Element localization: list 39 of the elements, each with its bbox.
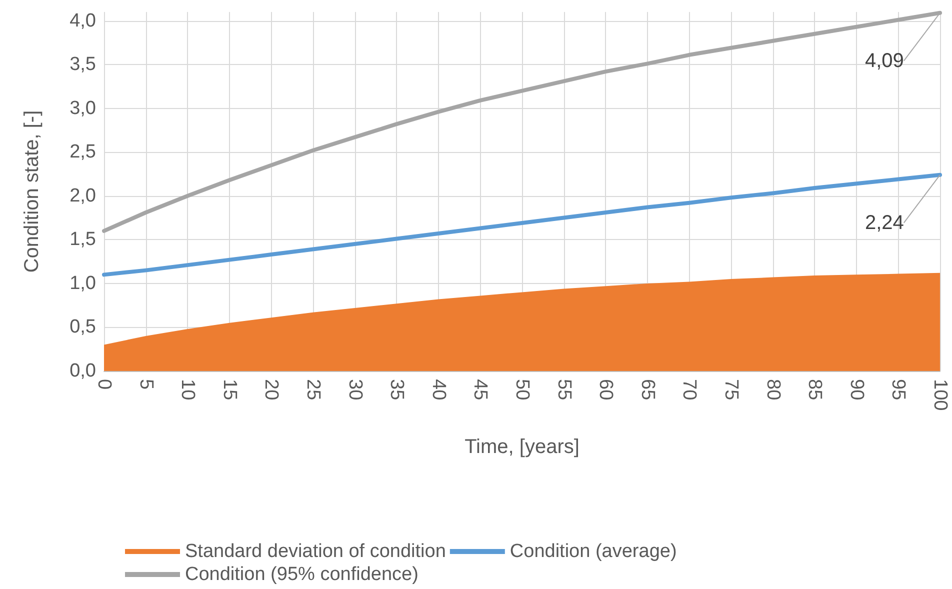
x-tick-label: 85 [804,379,826,400]
x-tick-label: 90 [846,379,867,400]
y-tick-label: 0,0 [70,360,96,382]
y-tick-label: 3,5 [70,54,96,76]
y-tick-label: 0,5 [70,316,96,338]
x-tick-label: 45 [470,379,491,400]
data-label: 4,09 [864,50,904,72]
x-tick-label: 5 [135,379,156,390]
x-tick-label: 80 [762,379,784,400]
legend-label: Condition (95% confidence) [185,564,418,585]
y-tick-label: 1,0 [70,272,96,294]
y-tick-label: 4,0 [70,10,96,32]
y-axis-title: Condition state, [-] [21,110,43,273]
x-tick-label: 60 [595,379,616,400]
x-tick-label: 100 [930,379,950,411]
y-tick-label: 2,0 [70,185,96,206]
x-tick-label: 0 [94,379,114,390]
x-tick-label: 95 [888,379,909,400]
legend-label: Standard deviation of condition [185,541,446,562]
x-tick-label: 70 [678,379,700,400]
y-tick-label: 3,0 [70,98,96,119]
y-tick-label: 1,5 [70,229,96,250]
x-tick-label: 35 [386,379,408,400]
x-tick-label: 75 [720,379,742,400]
line-series [102,172,942,277]
x-tick-label: 50 [512,379,532,400]
y-tick-label: 2,5 [70,142,96,163]
x-tick-label: 30 [344,379,366,400]
x-tick-label: 10 [177,379,198,400]
x-tick-label: 65 [636,379,658,400]
legend-label: Condition (average) [510,541,677,562]
data-label: 2,24 [864,212,904,234]
x-axis-title: Time, [years] [464,436,580,458]
x-tick-label: 25 [302,379,324,400]
x-tick-label: 15 [218,379,240,400]
x-tick-label: 40 [428,379,449,400]
x-tick-label: 55 [553,379,574,400]
x-tick-label: 20 [260,379,282,400]
line-series [102,10,942,233]
